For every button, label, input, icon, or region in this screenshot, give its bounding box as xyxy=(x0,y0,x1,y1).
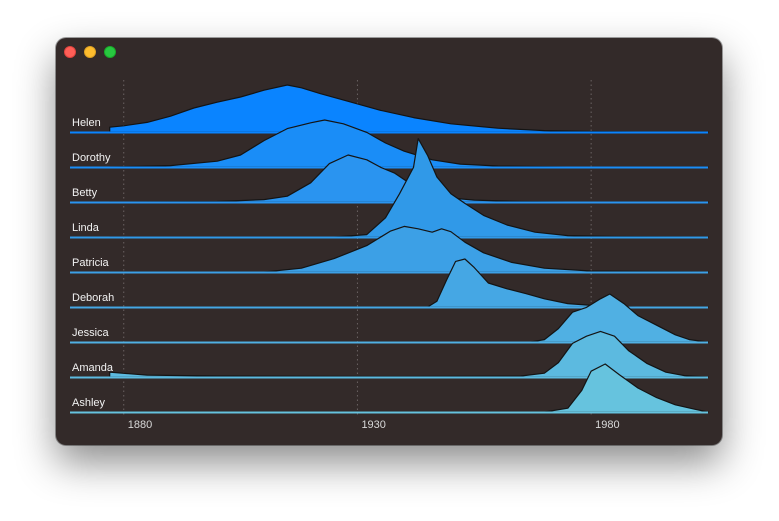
zoom-window-button[interactable] xyxy=(104,46,116,58)
ridge-area-ashley xyxy=(109,363,709,413)
ridge-area-dorothy xyxy=(109,119,709,168)
row-label-patricia: Patricia xyxy=(72,257,110,269)
ridge-area-jessica xyxy=(109,293,709,343)
x-tick-label-1930: 1930 xyxy=(361,419,385,431)
ridge-row: Helen xyxy=(70,84,709,134)
ridgeline-chart: Helen Dorothy Betty Linda Patricia Deborah Jes… xyxy=(70,80,709,431)
row-label-ashley: Ashley xyxy=(72,397,106,409)
x-tick-label-1980: 1980 xyxy=(595,419,619,431)
row-label-betty: Betty xyxy=(72,187,98,199)
ridge-row: Dorothy xyxy=(70,119,709,169)
ridge-area-linda xyxy=(109,138,709,238)
row-label-helen: Helen xyxy=(72,117,101,129)
ridge-row: Patricia xyxy=(70,225,709,274)
x-tick-label-1880: 1880 xyxy=(128,419,152,431)
x-axis: 1880 1930 1980 xyxy=(128,419,620,431)
minimize-window-button[interactable] xyxy=(84,46,96,58)
row-label-amanda: Amanda xyxy=(72,362,114,374)
ridge-area-helen xyxy=(109,84,709,133)
close-window-button[interactable] xyxy=(64,46,76,58)
title-bar xyxy=(56,38,722,66)
ridge-area-patricia xyxy=(109,225,709,273)
row-label-linda: Linda xyxy=(72,222,100,234)
ridge-area-amanda xyxy=(109,330,709,378)
row-label-jessica: Jessica xyxy=(72,327,110,339)
ridge-row: Ashley xyxy=(70,363,709,414)
row-label-deborah: Deborah xyxy=(72,292,114,304)
app-window: Helen Dorothy Betty Linda Patricia Deborah Jes… xyxy=(56,38,722,445)
ridge-rows: Helen Dorothy Betty Linda Patricia Deborah Jes… xyxy=(70,84,709,414)
row-label-dorothy: Dorothy xyxy=(72,152,111,164)
